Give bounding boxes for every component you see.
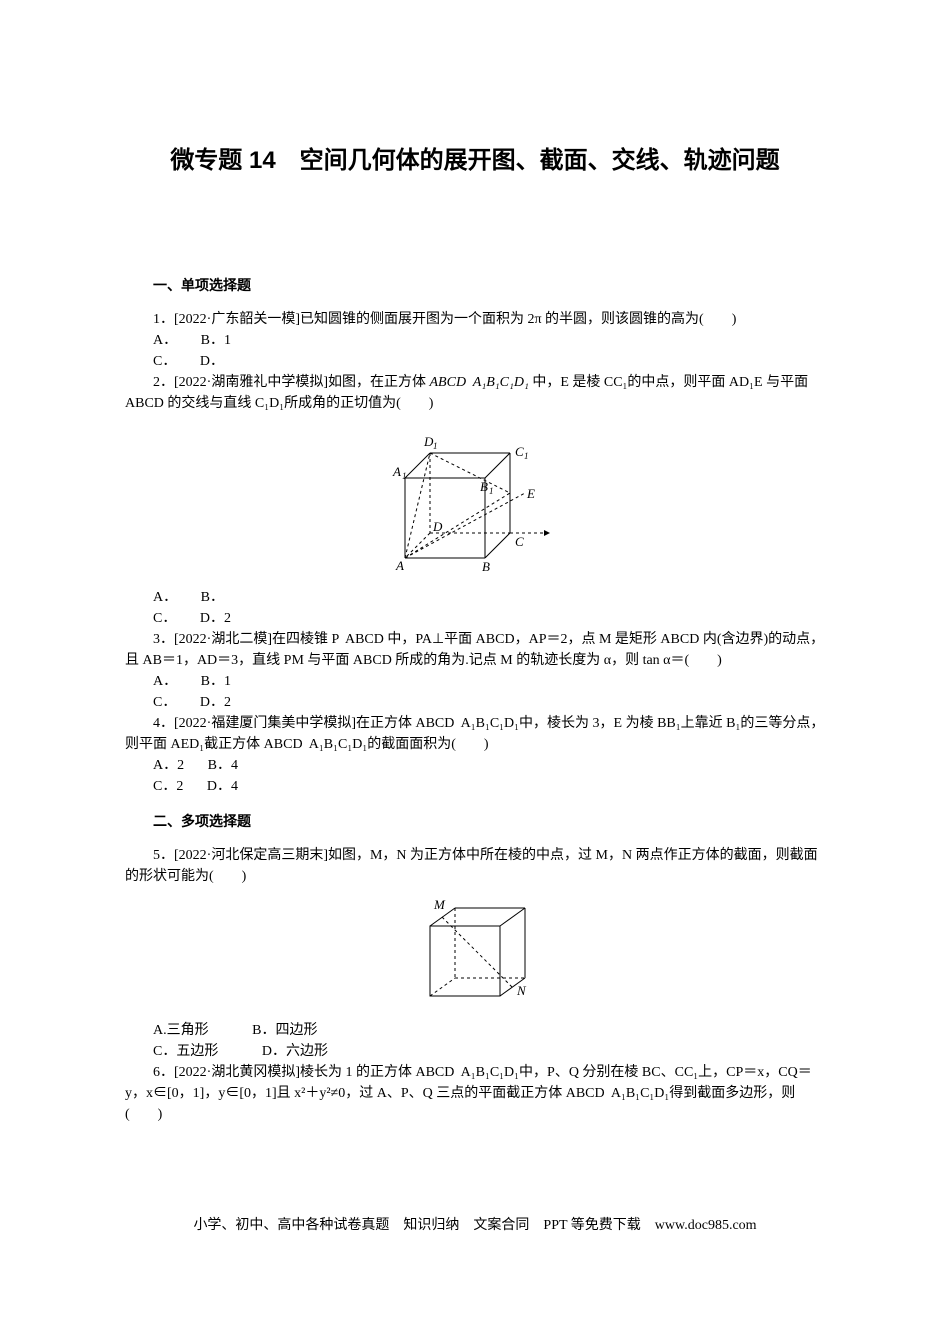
fig2-label-n: N: [516, 983, 527, 998]
q3-opt-c: C．: [153, 695, 176, 710]
fig1-label-b1: B: [480, 479, 488, 494]
svg-text:1: 1: [402, 471, 407, 481]
fig1-label-b: B: [482, 559, 490, 574]
question-2-options-row1: A． B．: [125, 587, 825, 608]
question-4-options-row1: A．2 B．4: [125, 755, 825, 776]
q5-opt-b: B．四边形: [252, 1023, 317, 1038]
q1-opt-b: B．1: [201, 333, 231, 348]
section-2-heading: 二、多项选择题: [125, 811, 825, 831]
q2-text-a: 2．[2022·湖南雅礼中学模拟]如图，在正方体: [153, 375, 430, 390]
q2-opt-c: C．: [153, 611, 176, 626]
svg-text:1: 1: [489, 486, 494, 496]
q2-cube-name: ABCD ­ A₁B₁C₁D₁: [430, 375, 529, 390]
question-4-options-row2: C．2 D．4: [125, 776, 825, 797]
page-title: 微专题 14 空间几何体的展开图、截面、交线、轨迹问题: [125, 140, 825, 175]
page-footer: 小学、初中、高中各种试卷真题 知识归纳 文案合同 PPT 等免费下载 www.d…: [0, 1214, 950, 1234]
question-6: 6．[2022·湖北黄冈模拟]棱长为 1 的正方体 ABCD ­ A₁B₁C₁D…: [125, 1062, 825, 1125]
fig1-label-d: D: [432, 519, 443, 534]
svg-text:1: 1: [524, 451, 529, 461]
q2-opt-a: A．: [153, 590, 177, 605]
q2-opt-b: B．: [201, 590, 224, 605]
q1-opt-a: A．: [153, 333, 177, 348]
q3-opt-a: A．: [153, 674, 177, 689]
fig1-label-e: E: [526, 486, 535, 501]
svg-text:1: 1: [433, 441, 438, 451]
fig1-label-c1: C: [515, 444, 524, 459]
question-1-options-row1: A． B．1: [125, 330, 825, 351]
q3-opt-d: D．2: [200, 695, 231, 710]
fig1-label-a1: A: [392, 464, 401, 479]
figure-cube-1: D1 C1 A1 B1 E D C A B: [125, 418, 825, 583]
fig2-label-m: M: [433, 897, 446, 912]
q3-opt-b: B．1: [201, 674, 231, 689]
question-2-options-row2: C． D．2: [125, 608, 825, 629]
q5-opt-c: C．五边形: [153, 1044, 218, 1059]
q4-opt-c: C．2: [153, 779, 183, 794]
q5-opt-a: A.三角形: [153, 1023, 209, 1038]
question-5-options-row2: C．五边形 D．六边形: [125, 1041, 825, 1062]
q2-opt-d: D．2: [200, 611, 231, 626]
fig1-label-a: A: [395, 558, 404, 573]
q1-opt-c: C．: [153, 354, 176, 369]
question-5-options-row1: A.三角形 B．四边形: [125, 1020, 825, 1041]
question-3-options-row1: A． B．1: [125, 671, 825, 692]
question-3-options-row2: C． D．2: [125, 692, 825, 713]
q5-opt-d: D．六边形: [262, 1044, 328, 1059]
question-2: 2．[2022·湖南雅礼中学模拟]如图，在正方体 ABCD ­ A₁B₁C₁D₁…: [125, 372, 825, 414]
fig1-label-c: C: [515, 534, 524, 549]
section-1-heading: 一、单项选择题: [125, 275, 825, 295]
question-3: 3．[2022·湖北二模]在四棱锥 P ­ ABCD 中，PA⊥平面 ABCD，…: [125, 629, 825, 671]
q1-opt-d: D．: [200, 354, 224, 369]
q4-opt-b: B．4: [208, 758, 238, 773]
question-4: 4．[2022·福建厦门集美中学模拟]在正方体 ABCD ­ A₁B₁C₁D₁中…: [125, 713, 825, 755]
q4-opt-d: D．4: [207, 779, 238, 794]
question-1-options-row2: C． D．: [125, 351, 825, 372]
figure-cube-2: M N: [125, 891, 825, 1016]
question-1: 1．[2022·广东韶关一模]已知圆锥的侧面展开图为一个面积为 2π 的半圆，则…: [125, 309, 825, 330]
question-5: 5．[2022·河北保定高三期末]如图，M，N 为正方体中所在棱的中点，过 M，…: [125, 845, 825, 887]
q4-opt-a: A．2: [153, 758, 184, 773]
